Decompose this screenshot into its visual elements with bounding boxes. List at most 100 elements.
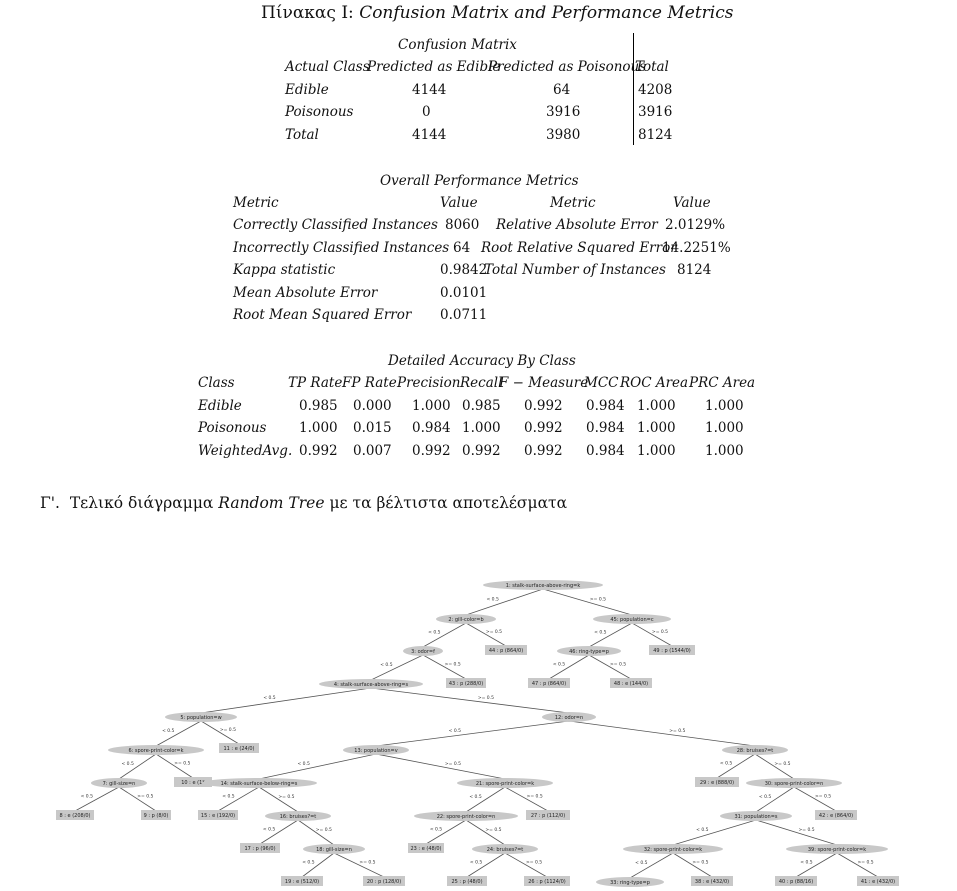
tree-edge xyxy=(755,786,795,813)
metric-name: Root Relative Squared Error xyxy=(481,240,677,256)
detailed-title: Detailed Accuracy By Class xyxy=(388,353,576,369)
metric-name: Incorrectly Classified Instances xyxy=(233,240,450,256)
tree-edge-label: < 0.5 xyxy=(469,794,481,800)
confusion-header-total: Total xyxy=(635,59,669,75)
overall-header: Metric xyxy=(550,195,596,211)
confusion-row-label: Total xyxy=(285,127,319,143)
tree-leaf-node xyxy=(695,777,739,787)
tree-edge xyxy=(465,819,506,846)
tree-node-label: 46: ring-type=p xyxy=(569,649,609,655)
tree-edge-label: < 0.5 xyxy=(470,859,482,865)
tree-edge xyxy=(672,819,757,846)
detailed-cell: 0.007 xyxy=(353,443,392,459)
tree-edge xyxy=(795,852,838,878)
tree-edge-label: >= 0.5 xyxy=(174,760,190,766)
metric-value: 0.0711 xyxy=(440,307,488,323)
confusion-header-poisonous: Predicted as Poisonous xyxy=(488,59,647,75)
tree-node-label: 6: spore-print-color=k xyxy=(128,748,183,754)
tree-edge xyxy=(466,852,506,878)
tree-node-label: 22: spore-print-color=n xyxy=(437,814,496,820)
tree-node-label: 47 : p (864/0) xyxy=(532,681,566,687)
tree-leaf-node xyxy=(281,876,323,886)
confusion-cell: 4144 xyxy=(412,127,447,143)
detailed-cell: 0.015 xyxy=(353,420,392,436)
metric-value: 8124 xyxy=(677,262,712,278)
tree-node-label: 33: ring-type=p xyxy=(610,880,650,886)
tree-edge xyxy=(200,687,372,714)
tree-edge xyxy=(74,786,120,812)
tree-edge xyxy=(259,819,299,845)
tree-node-label: 38 : e (432/0) xyxy=(695,879,729,885)
detailed-cell: 1.000 xyxy=(637,398,676,414)
confusion-rule xyxy=(633,33,634,145)
tree-node-label: 15 : e (192/0) xyxy=(201,813,235,819)
detailed-cell: 1.000 xyxy=(705,398,744,414)
tree-node-label: 17 : p (96/0) xyxy=(244,846,275,852)
tree-split-node xyxy=(786,844,888,854)
detailed-header: Class xyxy=(198,375,235,391)
overall-header: Metric xyxy=(233,195,279,211)
tree-leaf-node xyxy=(528,678,570,688)
tree-edge xyxy=(465,786,506,813)
metric-value: 2.0129% xyxy=(665,217,726,233)
detailed-cell: 1.000 xyxy=(462,420,501,436)
detailed-cell: 0.984 xyxy=(586,420,625,436)
tree-edge xyxy=(542,588,633,616)
tree-edge xyxy=(548,654,590,680)
tree-node-label: 10 : e (1* xyxy=(181,780,205,786)
tree-split-node xyxy=(201,778,317,788)
metric-value: 64 xyxy=(453,240,471,256)
tree-edge xyxy=(588,654,632,680)
detailed-cell: 0.985 xyxy=(462,398,501,414)
tree-edge-label: < 0.5 xyxy=(430,826,442,832)
tree-leaf-node xyxy=(198,810,238,820)
tree-split-node xyxy=(108,745,204,755)
tree-leaf-node xyxy=(526,810,570,820)
tree-edge xyxy=(422,622,467,648)
tree-edge xyxy=(118,786,157,812)
metric-name: Relative Absolute Error xyxy=(496,217,658,233)
confusion-header-actual: Actual Class xyxy=(285,59,370,75)
tree-edge xyxy=(836,852,879,878)
tree-leaf-node xyxy=(485,645,527,655)
tree-split-node xyxy=(303,844,365,854)
tree-leaf-node xyxy=(240,843,280,853)
tree-node-label: 26 : p (1124/0) xyxy=(528,879,566,885)
detailed-header: MCC xyxy=(584,375,619,391)
confusion-cell: 64 xyxy=(553,82,571,98)
metric-value: 8060 xyxy=(445,217,480,233)
tree-split-node xyxy=(722,745,788,755)
tree-edge xyxy=(375,753,506,780)
detailed-cell: 0.992 xyxy=(524,420,563,436)
tree-edge xyxy=(370,654,424,681)
tree-edge-label: < 0.5 xyxy=(263,826,275,832)
tree-edge-label: >= 0.5 xyxy=(815,793,831,799)
tree-node-label: 41 : e (432/0) xyxy=(861,879,895,885)
confusion-cell: 0 xyxy=(422,104,431,120)
tree-edge-label: >= 0.5 xyxy=(692,859,708,865)
tree-node-label: 49 : p (1544/0) xyxy=(653,648,691,654)
tree-edge xyxy=(200,720,240,745)
tree-edge-label: >= 0.5 xyxy=(774,761,790,767)
tree-node-label: 12: odor=n xyxy=(555,715,583,721)
tree-edge xyxy=(258,753,377,780)
detailed-cell: 0.984 xyxy=(586,443,625,459)
tree-edge xyxy=(422,654,467,680)
tree-leaf-node xyxy=(446,678,486,688)
metric-name: Kappa statistic xyxy=(233,262,336,278)
tree-edge-label: >= 0.5 xyxy=(669,728,685,734)
tree-leaf-node xyxy=(524,876,570,886)
tree-node-label: 2: gill-color=b xyxy=(448,617,483,623)
tree-leaf-node xyxy=(649,645,695,655)
tree-node-label: 25 : p (48/0) xyxy=(451,879,482,885)
metric-value: 0.9842 xyxy=(440,262,488,278)
tree-node-label: 45: population=c xyxy=(610,617,653,623)
detailed-cell: 0.992 xyxy=(524,398,563,414)
tree-edge-label: < 0.5 xyxy=(486,596,498,602)
metric-name: Root Mean Squared Error xyxy=(233,307,412,323)
tree-split-node xyxy=(457,778,553,788)
detailed-cell: 0.992 xyxy=(524,443,563,459)
confusion-cell: 8124 xyxy=(638,127,673,143)
tree-node-label: 42 : e (864/0) xyxy=(819,813,853,819)
tree-edge xyxy=(258,786,299,813)
